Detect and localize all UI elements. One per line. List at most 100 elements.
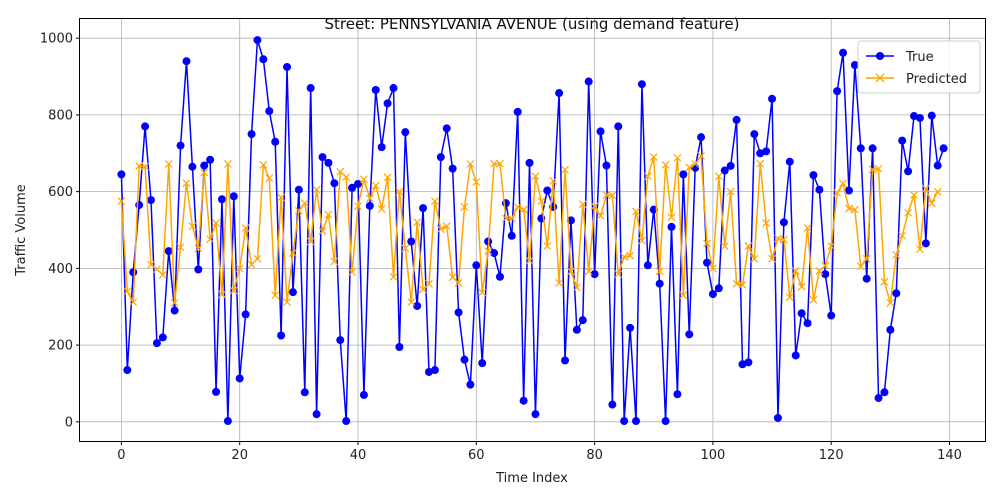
data-point-true [933,161,942,170]
data-point-true [152,339,161,348]
data-point-true [702,258,711,267]
data-point-true [566,216,575,225]
data-point-true [844,186,853,195]
data-point-predicted [910,191,918,200]
data-point-true [206,155,215,164]
data-point-predicted [206,235,215,244]
data-point-predicted [223,160,232,168]
data-point-predicted [490,159,498,168]
data-point-true [791,351,800,360]
data-point-predicted [874,164,883,173]
x-tick-label: 80 [586,448,603,463]
data-point-predicted [241,224,250,233]
data-point-predicted [229,286,238,295]
data-point-predicted [590,202,599,211]
data-point-predicted [365,194,374,203]
data-point-predicted [324,210,333,219]
data-point-predicted [271,291,280,300]
data-point-true [584,77,593,86]
legend-true-label: True [905,50,934,65]
data-point-predicted [466,160,475,168]
data-point-predicted [916,245,924,254]
data-point-predicted [833,188,842,197]
data-point-predicted [596,211,605,220]
x-tick-label: 40 [350,448,367,463]
x-tick-label: 60 [468,448,485,463]
y-tick-label: 800 [48,108,73,123]
data-point-true [874,394,883,403]
data-point-true [123,366,132,375]
data-point-predicted [578,200,587,209]
data-point-true [744,358,753,367]
data-point-predicted [643,172,652,181]
data-point-true [555,89,564,98]
data-point-predicted [176,243,185,252]
data-point-predicted [513,203,522,211]
data-point-true [146,196,155,205]
data-point-true [661,417,670,426]
data-point-predicted [442,222,451,231]
data-point-true [194,265,203,274]
data-point-true [324,158,333,167]
data-point-true [306,84,315,93]
data-point-true [466,380,475,389]
data-point-true [768,94,777,103]
data-point-true [271,137,280,146]
data-point-true [436,153,445,162]
data-point-predicted [377,204,386,213]
data-point-true [750,130,759,139]
series-predicted [117,152,942,307]
data-point-true [797,309,806,318]
data-point-predicted [856,262,865,271]
data-point-true [815,185,824,194]
chart-title: Street: PENNSYLVANIA AVENUE (using deman… [325,15,740,33]
data-point-predicted [212,219,220,228]
data-point-true [401,128,410,137]
data-point-predicted [383,173,392,182]
data-point-true [407,237,416,246]
data-point-predicted [407,298,416,307]
legend-box [857,40,981,94]
data-point-true [833,87,842,96]
data-point-true [265,107,274,116]
data-point-true [578,316,587,325]
data-point-predicted [525,256,534,265]
data-point-true [141,122,150,131]
data-point-true [614,122,623,131]
data-point-predicted [797,282,806,291]
data-point-true [643,261,652,270]
data-point-predicted [436,225,445,234]
data-point-true [679,170,688,179]
data-point-true [667,222,676,231]
data-point-true [135,201,144,210]
data-point-predicted [714,172,723,181]
data-point-predicted [791,267,800,275]
data-point-predicted [259,160,268,169]
data-point-predicted [395,187,404,196]
data-point-predicted [188,222,197,231]
data-point-true [478,359,487,368]
data-point-predicted [632,207,640,216]
x-axis-label: Time Index [495,471,568,486]
data-point-predicted [342,173,351,181]
data-point-true [880,388,889,397]
data-point-true [886,325,895,334]
data-point-true [708,290,717,299]
data-point-true [383,99,392,108]
data-point-true [773,413,782,422]
data-point-true [365,201,374,210]
data-point-predicted [348,268,357,277]
data-point-predicted [626,251,635,260]
data-point-true [732,115,741,124]
data-point-predicted [413,218,422,227]
data-point-true [395,343,404,352]
data-point-predicted [419,285,427,294]
data-point-true [714,284,723,293]
data-point-true [359,390,368,399]
data-point-true [525,158,534,167]
data-point-true [336,336,345,345]
data-point-predicted [697,152,706,160]
data-point-true [277,331,286,340]
data-point-predicted [389,272,398,281]
data-point-true [371,85,380,94]
